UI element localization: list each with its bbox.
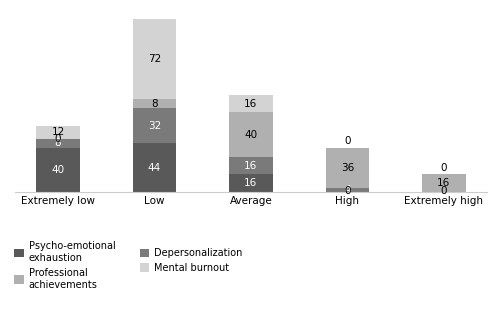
Text: 0: 0 (344, 136, 351, 146)
Text: 36: 36 (341, 163, 354, 173)
Bar (229, 157, 273, 175)
Bar (36, 126, 80, 139)
Bar (326, 148, 369, 188)
Text: 40: 40 (51, 165, 64, 175)
Bar (36, 148, 80, 192)
Bar (133, 99, 176, 108)
Bar (422, 175, 465, 192)
Bar (133, 108, 176, 144)
Legend: Psycho-emotional
exhaustion, Professional
achievements, Depersonalization, Menta: Psycho-emotional exhaustion, Professiona… (10, 237, 246, 294)
Text: 16: 16 (245, 99, 257, 108)
Bar (229, 175, 273, 192)
Text: 8: 8 (55, 139, 61, 148)
Text: 0: 0 (441, 163, 447, 173)
Bar (133, 144, 176, 192)
Bar (36, 139, 80, 148)
Text: 32: 32 (148, 121, 161, 131)
Text: 8: 8 (151, 99, 158, 108)
Text: 0: 0 (55, 134, 61, 144)
Text: 40: 40 (245, 130, 257, 140)
Text: 72: 72 (148, 54, 161, 64)
Bar (229, 95, 273, 113)
Text: 0: 0 (441, 186, 447, 196)
Bar (133, 19, 176, 99)
Text: 4: 4 (344, 185, 351, 195)
Text: 16: 16 (245, 178, 257, 188)
Text: 16: 16 (437, 178, 451, 188)
Bar (326, 188, 369, 192)
Text: 44: 44 (148, 163, 161, 173)
Bar (229, 113, 273, 157)
Text: 16: 16 (245, 161, 257, 171)
Text: 12: 12 (51, 127, 64, 137)
Text: 0: 0 (344, 186, 351, 196)
